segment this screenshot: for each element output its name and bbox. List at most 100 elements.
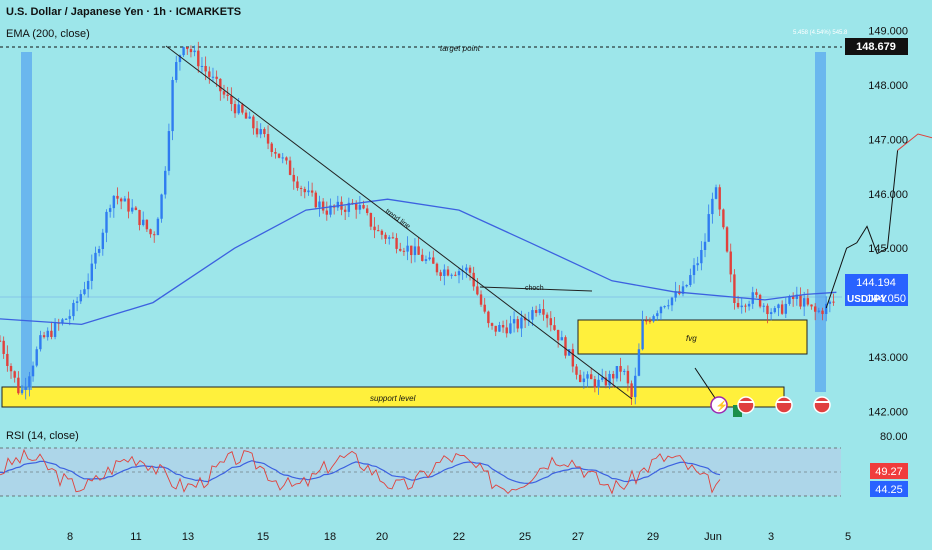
candle-body bbox=[6, 353, 9, 366]
event-icons[interactable]: ⚡ bbox=[710, 396, 831, 417]
candle-body bbox=[483, 304, 486, 312]
candle-body bbox=[813, 306, 817, 312]
time-tick-label: 27 bbox=[572, 531, 584, 543]
time-axis[interactable]: 8 11 13 15 18 20 22 25 27 29 Jun 3 5 bbox=[67, 531, 851, 543]
candle-body bbox=[347, 202, 351, 212]
ema-line[interactable] bbox=[0, 198, 837, 326]
candle-body bbox=[134, 207, 138, 210]
rsi-legend[interactable]: RSI (14, close) bbox=[6, 430, 79, 442]
target-price-badge bbox=[845, 38, 908, 55]
candle-body bbox=[549, 318, 552, 326]
candle-body bbox=[13, 371, 16, 378]
candle-body bbox=[656, 313, 659, 317]
candle-body bbox=[200, 65, 204, 67]
candle-body bbox=[20, 389, 24, 394]
candle-body bbox=[97, 249, 101, 253]
candles[interactable] bbox=[0, 41, 835, 406]
candle-body bbox=[663, 306, 666, 308]
candle-body bbox=[667, 305, 670, 307]
candle-body bbox=[571, 349, 575, 367]
candle-body bbox=[68, 316, 71, 319]
candle-body bbox=[399, 248, 402, 251]
us-flag-event-icon[interactable] bbox=[737, 396, 755, 414]
projection-path[interactable] bbox=[825, 150, 899, 309]
candle-body bbox=[219, 78, 222, 92]
candle-body bbox=[130, 207, 134, 212]
candle-body bbox=[700, 249, 703, 264]
candle-body bbox=[28, 376, 31, 388]
left-measure-bar[interactable] bbox=[21, 52, 32, 390]
candle-body bbox=[277, 153, 281, 158]
price-tick-label: 146.000 bbox=[868, 189, 908, 201]
candle-body bbox=[50, 330, 53, 337]
fvg-label: fvg bbox=[686, 334, 697, 343]
candle-body bbox=[512, 319, 516, 324]
candle-body bbox=[138, 209, 141, 226]
candle-body bbox=[435, 263, 439, 273]
candle-body bbox=[729, 251, 732, 275]
candle-body bbox=[766, 305, 769, 315]
flag-stripe bbox=[739, 401, 753, 403]
candle-body bbox=[358, 205, 362, 210]
price-tick-label: 149.000 bbox=[868, 26, 908, 38]
fvg-zone[interactable] bbox=[577, 319, 808, 355]
candle-body bbox=[652, 316, 655, 322]
candle-body bbox=[784, 303, 788, 314]
candle-body bbox=[751, 292, 754, 304]
candle-body bbox=[314, 192, 317, 208]
rsi-line[interactable] bbox=[0, 448, 721, 495]
candle-body bbox=[266, 134, 270, 144]
candle-body bbox=[318, 201, 321, 208]
price-tick-label: 145.000 bbox=[868, 243, 908, 255]
candle-body bbox=[733, 274, 736, 303]
candle-body bbox=[604, 377, 608, 386]
candle-body bbox=[468, 267, 472, 273]
candle-body bbox=[2, 340, 5, 354]
candle-body bbox=[601, 377, 604, 380]
time-tick-label: 29 bbox=[647, 531, 659, 543]
choch-line[interactable] bbox=[479, 286, 593, 292]
candle-body bbox=[288, 160, 292, 175]
candle-body bbox=[498, 325, 501, 332]
right-measure-bar[interactable] bbox=[815, 52, 826, 392]
price-axis[interactable]: 149.000 148.000 147.000 146.000 145.000 143.0… bbox=[868, 26, 908, 419]
candle-body bbox=[545, 314, 549, 319]
rsi-ma-line[interactable] bbox=[0, 460, 721, 485]
time-tick-label: Jun bbox=[704, 531, 722, 543]
ema-legend[interactable]: EMA (200, close) bbox=[6, 28, 90, 40]
us-flag-event-icon-2[interactable] bbox=[775, 396, 793, 414]
candle-body bbox=[182, 47, 185, 56]
time-tick-label: 3 bbox=[768, 531, 774, 543]
candle-body bbox=[156, 218, 160, 236]
candle-body bbox=[75, 301, 79, 303]
candle-body bbox=[86, 280, 90, 290]
candle-body bbox=[285, 157, 288, 161]
candle-body bbox=[167, 131, 171, 171]
candle-body bbox=[696, 263, 699, 266]
candle-body bbox=[777, 304, 780, 309]
candle-body bbox=[116, 195, 119, 199]
lightning-event-icon[interactable] bbox=[710, 396, 728, 414]
candle-body bbox=[505, 327, 508, 334]
candle-body bbox=[619, 366, 622, 372]
candle-body bbox=[413, 246, 417, 256]
candle-body bbox=[255, 128, 259, 135]
trend-line[interactable] bbox=[165, 45, 633, 400]
time-tick-label: 22 bbox=[453, 531, 465, 543]
candle-body bbox=[193, 50, 196, 53]
candle-body bbox=[788, 296, 791, 304]
candle-body bbox=[443, 269, 446, 276]
target-arc[interactable] bbox=[897, 48, 932, 151]
symbol-badge-text: USDJPY bbox=[847, 294, 887, 305]
candle-body bbox=[94, 252, 97, 264]
candle-body bbox=[597, 379, 600, 388]
candle-body bbox=[369, 212, 373, 227]
us-flag-event-icon-3[interactable] bbox=[813, 396, 831, 414]
candle-body bbox=[556, 329, 560, 341]
candle-body bbox=[689, 275, 692, 285]
candle-body bbox=[274, 152, 277, 154]
projection-to-support bbox=[694, 367, 716, 399]
time-tick-label: 25 bbox=[519, 531, 531, 543]
candle-body bbox=[744, 305, 747, 307]
